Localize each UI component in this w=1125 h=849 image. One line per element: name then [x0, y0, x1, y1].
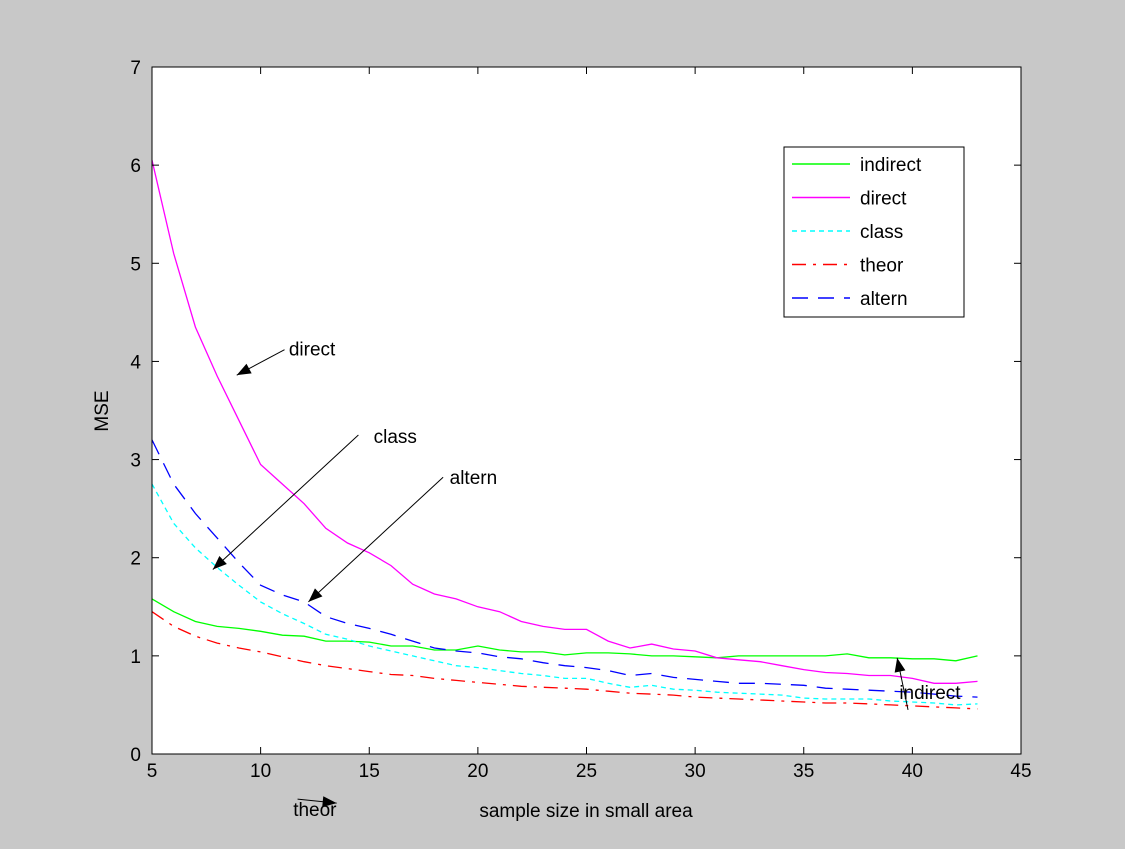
legend-label-direct: direct	[860, 189, 907, 210]
x-axis-label: sample size in small area	[479, 801, 693, 822]
y-tick-label: 7	[130, 58, 141, 79]
x-tick-label: 45	[1010, 761, 1031, 782]
annotation-label-direct: direct	[289, 340, 336, 361]
legend-label-indirect: indirect	[860, 155, 922, 176]
legend-label-altern: altern	[860, 289, 908, 310]
x-tick-label: 20	[467, 761, 488, 782]
annotation-arrow-head	[322, 796, 337, 808]
series-line-altern	[151, 439, 978, 698]
annotation-arrow-head	[212, 555, 227, 570]
series-line-theor	[151, 611, 978, 710]
series-line-indirect	[151, 598, 978, 662]
x-tick-label: 15	[359, 761, 380, 782]
legend-label-class: class	[860, 222, 903, 243]
x-tick-label: 35	[793, 761, 814, 782]
legend-box	[783, 146, 965, 318]
legend: indirect direct class theor altern	[783, 146, 965, 318]
annotation-arrow-head	[236, 363, 252, 376]
series-layer	[151, 160, 978, 710]
series-line-class	[151, 483, 978, 706]
series-line-direct	[151, 160, 978, 684]
legend-label-theor: theor	[860, 256, 904, 277]
y-tick-label: 0	[130, 745, 141, 766]
y-tick-label: 1	[130, 647, 141, 668]
y-tick-label: 3	[130, 451, 141, 472]
annotation-label-altern: altern	[450, 468, 498, 489]
y-tick-label: 5	[130, 254, 141, 275]
annotation-layer: direct class altern indirect theor	[212, 340, 961, 821]
annotation-label-theor: theor	[293, 800, 337, 821]
annotation-arrow-head	[894, 657, 906, 673]
annotation-arrow-line	[308, 476, 444, 603]
x-tick-label: 25	[576, 761, 597, 782]
y-tick-label: 4	[130, 352, 141, 373]
y-tick-label: 6	[130, 156, 141, 177]
annotation-label-indirect: indirect	[899, 683, 961, 704]
annotation-label-class: class	[374, 427, 417, 448]
x-tick-label: 10	[250, 761, 271, 782]
annotation-arrow-head	[308, 588, 323, 602]
x-tick-label: 30	[685, 761, 706, 782]
y-axis-label: MSE	[92, 390, 113, 431]
y-tick-label: 2	[130, 549, 141, 570]
x-tick-label: 5	[147, 761, 158, 782]
x-tick-label: 40	[902, 761, 923, 782]
annotation-arrow-line	[212, 434, 359, 570]
